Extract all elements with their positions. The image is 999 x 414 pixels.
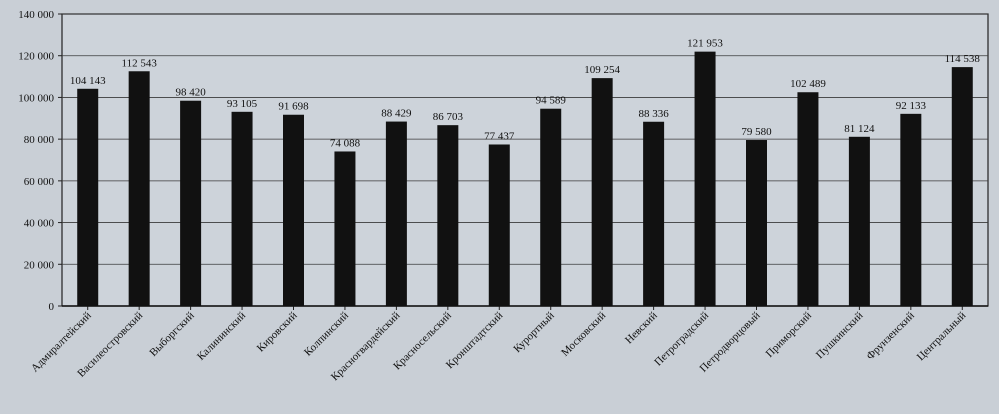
x-tick-label: Центральный <box>915 310 969 364</box>
bar <box>334 151 356 306</box>
data-label: 81 124 <box>844 123 875 135</box>
data-label: 104 143 <box>70 75 106 87</box>
x-tick-label: Фрунзенский <box>864 310 917 363</box>
bar <box>797 92 819 306</box>
bar <box>488 144 510 306</box>
y-tick-label: 80 000 <box>24 134 55 146</box>
data-label: 74 088 <box>330 137 361 149</box>
data-label: 98 420 <box>175 87 206 99</box>
data-label: 102 489 <box>790 78 826 90</box>
x-tick-label: Кировский <box>255 310 300 355</box>
x-tick-label: Калининский <box>195 310 248 363</box>
data-label: 109 254 <box>584 64 620 76</box>
bar <box>591 78 613 306</box>
x-tick-label: Петроградский <box>652 310 711 369</box>
y-tick-label: 60 000 <box>24 176 55 188</box>
bar <box>746 140 767 306</box>
y-tick-label: 0 <box>49 301 55 313</box>
bar <box>437 125 459 306</box>
bar <box>77 88 99 306</box>
data-label: 121 953 <box>687 38 723 50</box>
data-label: 94 589 <box>536 95 567 107</box>
x-tick-label: Приморский <box>764 310 814 360</box>
x-tick-label: Невский <box>623 310 660 347</box>
plot-area <box>61 13 989 307</box>
bars <box>77 51 973 306</box>
y-tick-label: 20 000 <box>24 259 55 271</box>
bar <box>848 136 870 306</box>
bar <box>540 108 562 306</box>
y-tick-label: 120 000 <box>18 51 54 63</box>
y-tick-label: 40 000 <box>24 218 55 230</box>
x-tick-label: Курортный <box>511 310 557 356</box>
data-label: 91 698 <box>278 101 309 113</box>
bar <box>694 51 716 306</box>
data-label: 93 105 <box>227 98 258 110</box>
value-labels: 104 143 112 543 98 420 93 105 91 698 74 088 88… <box>70 38 981 150</box>
y-tick-label: 100 000 <box>18 92 54 104</box>
data-label: 86 703 <box>433 111 464 123</box>
x-tick-label: Московский <box>559 310 608 359</box>
bar <box>283 114 304 306</box>
bar <box>128 71 150 306</box>
bar <box>231 111 253 306</box>
y-axis: 0 20 000 40 000 60 000 80 000 100 000 120 000 1… <box>18 9 62 313</box>
data-label: 79 580 <box>741 126 772 138</box>
x-tick-label: Пушкинский <box>814 310 866 362</box>
data-label: 112 543 <box>121 57 157 69</box>
y-tick-label: 140 000 <box>18 9 54 21</box>
data-label: 88 336 <box>638 108 669 120</box>
x-tick-label: Колпинский <box>302 310 351 359</box>
bar <box>385 121 407 306</box>
bar <box>643 121 665 306</box>
bar <box>951 67 973 306</box>
data-label: 92 133 <box>896 100 927 112</box>
data-label: 77 437 <box>484 130 515 142</box>
data-label: 88 429 <box>381 108 412 120</box>
data-label: 114 538 <box>945 53 981 65</box>
bar <box>900 113 922 306</box>
bar <box>180 100 202 306</box>
x-tick-label: Выборгский <box>147 310 196 359</box>
